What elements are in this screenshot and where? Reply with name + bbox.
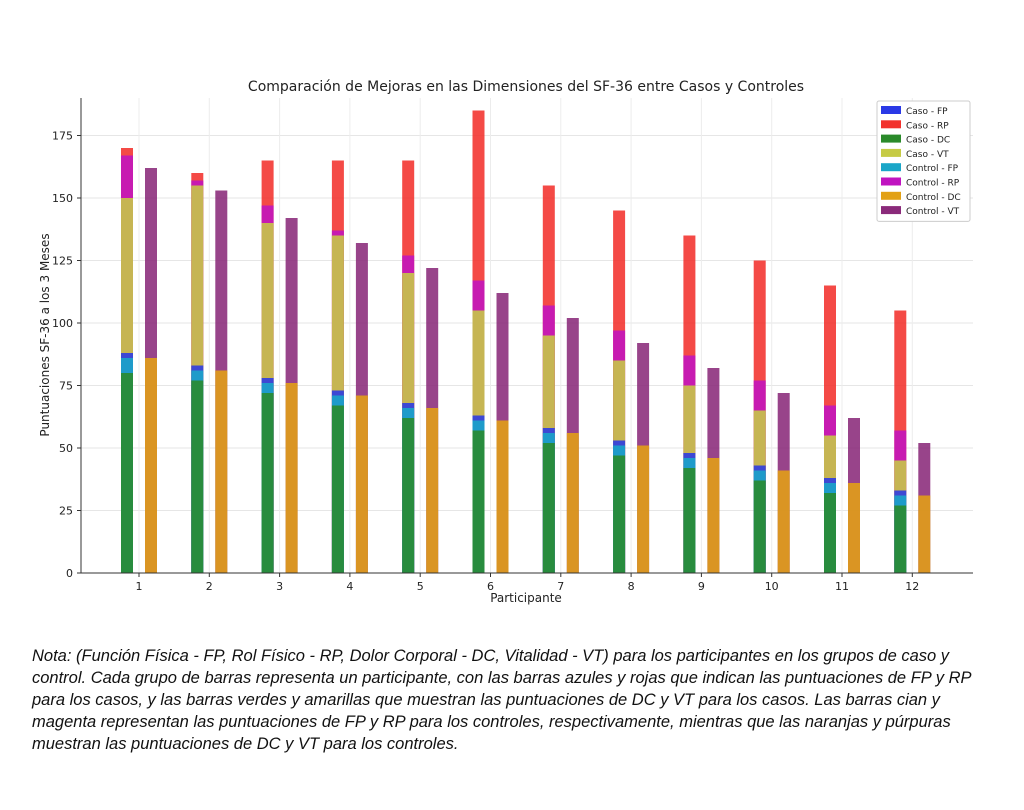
- bar-caso-dc-4: [331, 405, 344, 573]
- y-tick-label: 100: [52, 317, 73, 330]
- legend-swatch: [881, 206, 901, 215]
- bar-control-dc-12: [918, 495, 931, 573]
- bar-caso-dc-2: [191, 380, 204, 573]
- y-tick-label: 175: [52, 130, 73, 143]
- grid: [81, 98, 973, 573]
- figure-note: Nota: (Función Física - FP, Rol Físico -…: [32, 647, 971, 753]
- bar-control-dc-2: [215, 370, 228, 573]
- legend-label: Caso - VT: [906, 150, 949, 160]
- bar-caso-dc-1: [121, 373, 133, 573]
- x-tick-label: 1: [136, 580, 143, 593]
- legend-swatch: [881, 134, 901, 143]
- legend-swatch: [881, 177, 901, 186]
- y-tick-label: 0: [66, 567, 73, 580]
- bar-caso-dc-3: [261, 393, 274, 573]
- legend-label: Control - FP: [906, 164, 959, 174]
- legend-label: Control - RP: [906, 179, 960, 189]
- bar-control-dc-4: [355, 395, 368, 573]
- x-tick-label: 6: [487, 580, 494, 593]
- x-tick-label: 2: [206, 580, 213, 593]
- legend-swatch: [881, 191, 901, 200]
- legend-swatch: [881, 163, 901, 172]
- y-tick-label: 125: [52, 255, 73, 268]
- bar-control-dc-1: [145, 358, 157, 573]
- x-tick-label: 4: [346, 580, 353, 593]
- chart-title: Comparación de Mejoras en las Dimensione…: [248, 79, 804, 95]
- bar-caso-dc-10: [753, 480, 766, 573]
- y-tick-label: 75: [59, 380, 73, 393]
- x-tick-label: 11: [835, 580, 849, 593]
- x-tick-label: 9: [698, 580, 705, 593]
- bar-control-dc-11: [848, 483, 860, 573]
- bar-caso-dc-6: [472, 430, 485, 573]
- y-axis-label: Puntuaciones SF-36 a los 3 Meses: [38, 233, 52, 436]
- x-tick-label: 8: [628, 580, 635, 593]
- legend-label: Control - DC: [906, 193, 961, 203]
- bar-control-dc-5: [426, 408, 439, 573]
- bar-caso-dc-11: [824, 493, 836, 573]
- bar-control-dc-9: [707, 458, 720, 573]
- bar-control-dc-6: [496, 420, 509, 573]
- legend-swatch: [881, 106, 901, 114]
- x-tick-label: 3: [276, 580, 283, 593]
- x-tick-label: 7: [557, 580, 564, 593]
- bar-control-dc-8: [637, 445, 650, 573]
- y-tick-label: 150: [52, 192, 73, 205]
- legend-label: Control - VT: [906, 207, 960, 217]
- bars: [121, 110, 931, 573]
- x-tick-label: 10: [765, 580, 779, 593]
- legend-swatch: [881, 120, 901, 129]
- legend-label: Caso - RP: [906, 121, 949, 131]
- legend: Caso - FP Caso - RP Caso - DC Caso - VT Cont…: [876, 100, 971, 222]
- x-tick-label: 5: [417, 580, 424, 593]
- bar-caso-dc-9: [683, 468, 696, 573]
- x-axis-label: Participante: [490, 591, 562, 605]
- bar-caso-dc-8: [613, 455, 626, 573]
- bar-control-dc-3: [285, 383, 298, 573]
- legend-box: [876, 100, 971, 222]
- legend-label: Caso - DC: [906, 136, 950, 146]
- y-tick-label: 25: [59, 505, 73, 518]
- x-tick-label: 12: [905, 580, 919, 593]
- bar-caso-dc-5: [402, 418, 415, 573]
- bar-caso-dc-7: [542, 443, 555, 573]
- bar-control-dc-7: [566, 433, 579, 573]
- y-tick-label: 50: [59, 442, 73, 455]
- legend-swatch: [881, 148, 901, 157]
- bar-control-dc-10: [777, 470, 790, 573]
- bar-caso-dc-12: [894, 505, 907, 573]
- legend-label: Caso - FP: [906, 107, 948, 117]
